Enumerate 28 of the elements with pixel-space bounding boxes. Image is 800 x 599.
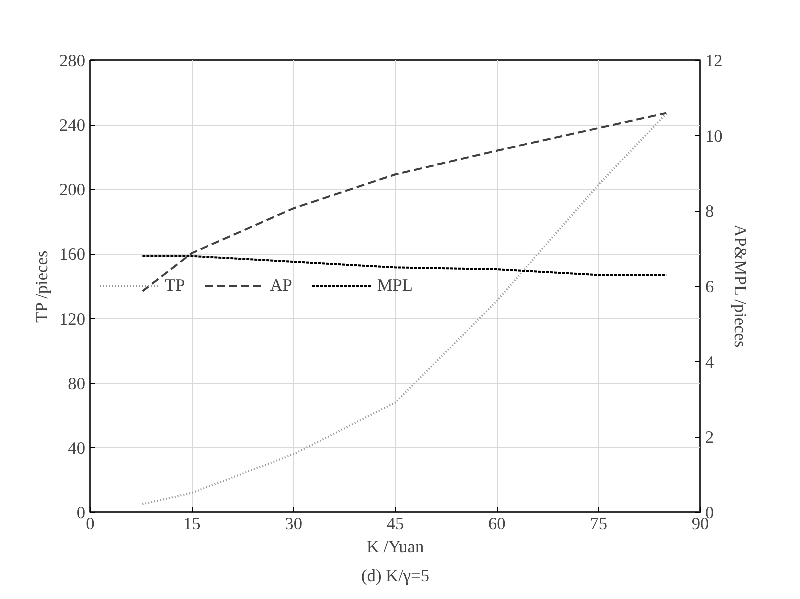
x-tick-label: 30: [285, 514, 302, 534]
y2-tick-label: 10: [706, 126, 723, 146]
legend-label: MPL: [377, 276, 414, 296]
x-tick-label: 75: [590, 514, 608, 534]
line-series: [142, 112, 668, 506]
x-axis-title: K /Yuan: [366, 538, 424, 556]
y-tick-label: 120: [60, 310, 86, 329]
y-tick-label: 280: [60, 52, 86, 70]
y2-tick-label: 4: [706, 352, 714, 372]
y-tick-label: 200: [60, 180, 86, 200]
line-series: [142, 255, 668, 276]
y2-tick-label: 6: [706, 278, 714, 296]
y-tick-label: 40: [68, 438, 86, 458]
line-series: [142, 112, 668, 292]
y2-tick-label: 12: [706, 52, 723, 70]
y2-tick-label: 8: [706, 202, 714, 222]
y2-tick-label: 2: [706, 428, 714, 448]
legend-label: AP: [270, 276, 292, 296]
y-axis-title: TP /pieces: [32, 250, 52, 323]
x-tick-label: 15: [184, 514, 201, 534]
text: (d) K/γ=5: [362, 566, 430, 586]
y-tick-label: 80: [68, 374, 86, 394]
x-tick-label: 60: [488, 514, 506, 534]
x-tick-label: 45: [386, 514, 404, 534]
y-tick-label: 160: [60, 245, 86, 264]
y-tick-label: 240: [60, 116, 86, 136]
legend-label: TP: [165, 276, 186, 296]
y2-axis-title: AP&MPL /pieces: [730, 224, 750, 348]
